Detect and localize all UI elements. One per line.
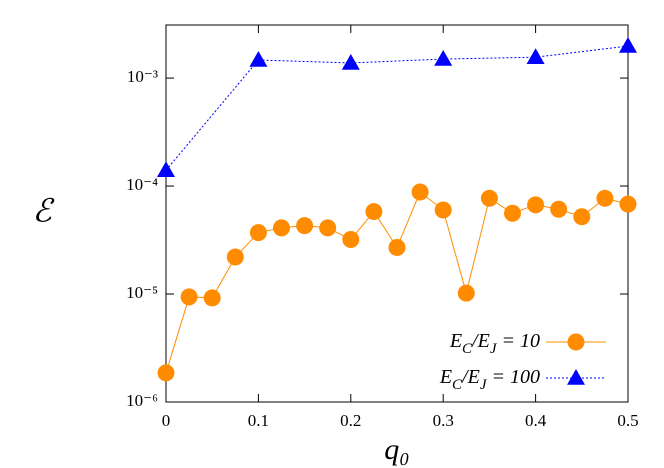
data-point <box>296 217 314 235</box>
data-point <box>157 161 175 178</box>
x-tick-label: 0.3 <box>433 411 454 430</box>
legend-label: EC/EJ = 10 <box>449 330 540 358</box>
y-tick-label: 10⁻⁴ <box>126 175 158 194</box>
y-tick-label: 10⁻⁵ <box>126 283 158 302</box>
x-tick-label: 0.2 <box>340 411 361 430</box>
data-point <box>388 238 406 256</box>
data-point <box>504 204 521 222</box>
data-point <box>341 53 360 70</box>
data-point <box>249 224 267 242</box>
data-point <box>203 289 221 307</box>
data-point <box>619 195 637 213</box>
x-axis-label: q₀ <box>384 433 409 466</box>
x-tick-label: 0.4 <box>525 411 547 430</box>
data-point <box>342 230 360 248</box>
data-point <box>434 201 452 219</box>
data-point <box>480 189 498 207</box>
legend-label: EC/EJ = 100 <box>439 366 540 394</box>
data-point <box>596 189 614 207</box>
y-axis-label: ℰ <box>32 192 55 228</box>
y-tick-label: 10⁻⁶ <box>126 391 158 410</box>
data-point <box>319 219 337 237</box>
data-point <box>226 248 244 266</box>
data-point <box>434 50 453 66</box>
data-point <box>249 50 268 67</box>
series-line <box>165 191 629 374</box>
data-point <box>527 196 545 214</box>
data-point <box>457 284 475 302</box>
data-point <box>365 203 383 221</box>
x-tick-label: 0.1 <box>248 411 269 430</box>
legend-marker <box>567 369 585 385</box>
data-point <box>526 48 545 64</box>
x-tick-label: 0.5 <box>617 411 638 430</box>
data-point <box>550 200 568 218</box>
plot-frame <box>165 24 629 403</box>
data-point <box>273 219 290 237</box>
y-tick-label: 10⁻³ <box>127 67 158 86</box>
x-tick-label: 0 <box>162 411 171 430</box>
data-point <box>157 364 175 382</box>
data-point <box>180 288 198 306</box>
data-point <box>573 208 591 226</box>
legend-marker <box>567 333 585 351</box>
series-line <box>165 45 629 171</box>
data-point <box>411 183 429 201</box>
data-point <box>619 37 637 53</box>
